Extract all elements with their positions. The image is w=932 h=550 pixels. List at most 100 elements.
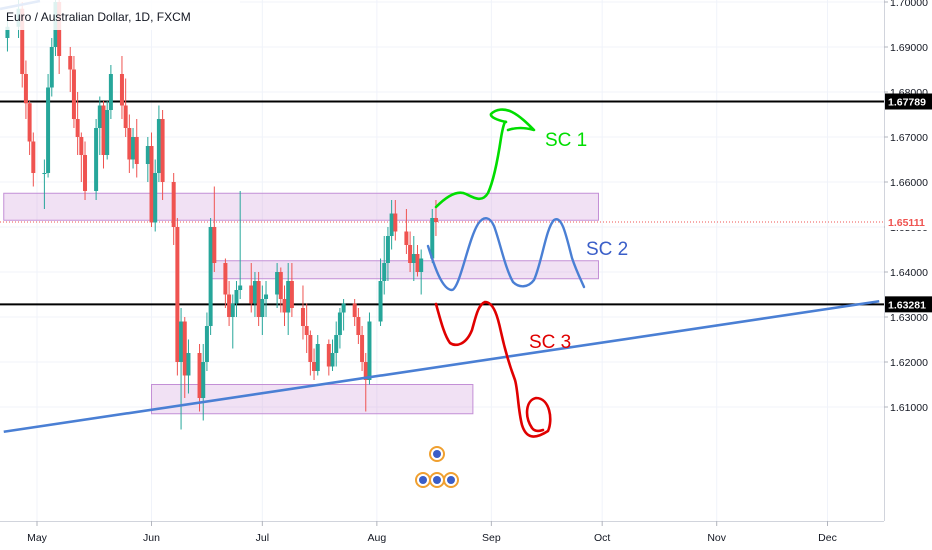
price-tick-label: 1.64000 (890, 267, 928, 279)
candle-bullish (186, 353, 191, 376)
title-backdrop (0, 0, 240, 30)
candle-bullish (378, 281, 383, 322)
candle-bearish (227, 294, 232, 317)
candle-bullish (153, 173, 158, 223)
candle-bullish (382, 263, 387, 281)
candle-bearish (31, 141, 36, 173)
candle-bullish (5, 26, 10, 38)
time-tick-label: Oct (594, 532, 610, 544)
candle-bullish (385, 236, 390, 263)
price-tags: 1.67789 1.65111 1.63281 (885, 93, 932, 313)
price-tick-label: 1.69000 (890, 42, 928, 54)
price-tag-box (885, 296, 932, 313)
candle-bearish (160, 119, 165, 182)
candle-bearish (123, 105, 128, 128)
event-marker-icon (419, 476, 427, 484)
candle-bullish (337, 312, 342, 335)
candle-bearish (23, 74, 28, 104)
time-tick-label: Sep (482, 532, 501, 544)
candle-bullish (411, 254, 416, 263)
event-markers[interactable] (415, 446, 459, 488)
candle-bearish (68, 56, 73, 70)
scenario-drawings (426, 108, 586, 438)
candle-bearish (415, 254, 420, 272)
candle-bearish (127, 128, 132, 160)
candle-bearish (27, 103, 32, 142)
scenario-1-path (434, 108, 536, 209)
candle-bearish (171, 182, 176, 227)
scenario-1-label: SC 1 (545, 130, 587, 151)
candle-bearish (175, 227, 180, 362)
candle-bullish (108, 74, 113, 110)
scenario-labels: SC 1 SC 2 SC 3 (529, 130, 628, 353)
candle-bearish (134, 137, 139, 164)
price-tick-label: 1.67000 (890, 132, 928, 144)
candle-bearish (300, 308, 305, 326)
candle-bullish (156, 119, 161, 173)
time-tick-label: Aug (368, 532, 387, 544)
candle-bearish (182, 321, 187, 376)
candle-bearish (223, 263, 228, 295)
candle-bearish (75, 119, 80, 137)
price-tag-box (885, 214, 932, 231)
candle-bearish (149, 146, 154, 223)
candle-bearish (119, 74, 124, 106)
chart-title: Euro / Australian Dollar, 1D, FXCM (6, 10, 191, 24)
candle-bearish (83, 155, 88, 191)
candle-bearish (289, 281, 294, 308)
candle-bullish (286, 281, 291, 313)
candle-bullish (145, 146, 150, 164)
price-tag-label: 1.63281 (888, 299, 926, 311)
candle-bullish (419, 258, 424, 272)
scenario-3-label: SC 3 (529, 332, 571, 353)
candle-bullish (42, 173, 47, 174)
candle-bullish (430, 218, 435, 259)
candle-bullish (230, 303, 235, 317)
trendline (3, 299, 880, 434)
price-tick-label: 1.70000 (890, 0, 928, 9)
support-resistance-zone (3, 192, 599, 221)
candle-bearish (404, 231, 409, 245)
candle-bearish (326, 344, 331, 367)
candle-bullish (234, 290, 239, 304)
candle-bullish (201, 362, 206, 398)
price-tick-label: 1.66000 (890, 177, 928, 189)
candle-bullish (131, 137, 136, 160)
horizontal-levels (0, 100, 884, 306)
event-marker-icon (447, 476, 455, 484)
candle-bullish (367, 321, 372, 380)
candle-bearish (312, 362, 317, 371)
candle-bearish (256, 281, 261, 317)
event-marker-icon (433, 476, 441, 484)
candle-bullish (204, 326, 209, 362)
candle-bearish (408, 245, 413, 263)
price-tick-label: 1.61000 (890, 402, 928, 414)
price-tag-label: 1.65111 (888, 217, 925, 229)
price-tag-box (885, 93, 932, 110)
price-tag-label: 1.67789 (888, 96, 926, 108)
candle-bullish (179, 321, 184, 362)
candle-bullish (389, 213, 394, 236)
candle-bullish (97, 105, 102, 128)
candle-bearish (197, 353, 202, 398)
candle-bullish (264, 294, 269, 299)
candle-bullish (341, 303, 346, 313)
price-tick-label: 1.63000 (890, 312, 928, 324)
candle-bullish (252, 281, 257, 304)
candle-bullish (275, 272, 280, 295)
price-tick-label: 1.62000 (890, 357, 928, 369)
candle-bullish (330, 353, 335, 367)
candle-bearish (212, 227, 217, 263)
candle-bearish (308, 335, 313, 362)
candle-bearish (79, 137, 84, 155)
candle-bullish (94, 128, 99, 191)
candle-bullish (46, 87, 51, 173)
candle-bearish (393, 213, 398, 232)
candle-bullish (238, 285, 243, 290)
zones (3, 192, 599, 415)
scenario-2-path (426, 217, 586, 292)
time-tick-label: May (27, 532, 48, 544)
candle-bearish (101, 105, 106, 155)
time-axis[interactable]: May Jun Jul Aug Sep Oct Nov Dec (27, 521, 837, 544)
